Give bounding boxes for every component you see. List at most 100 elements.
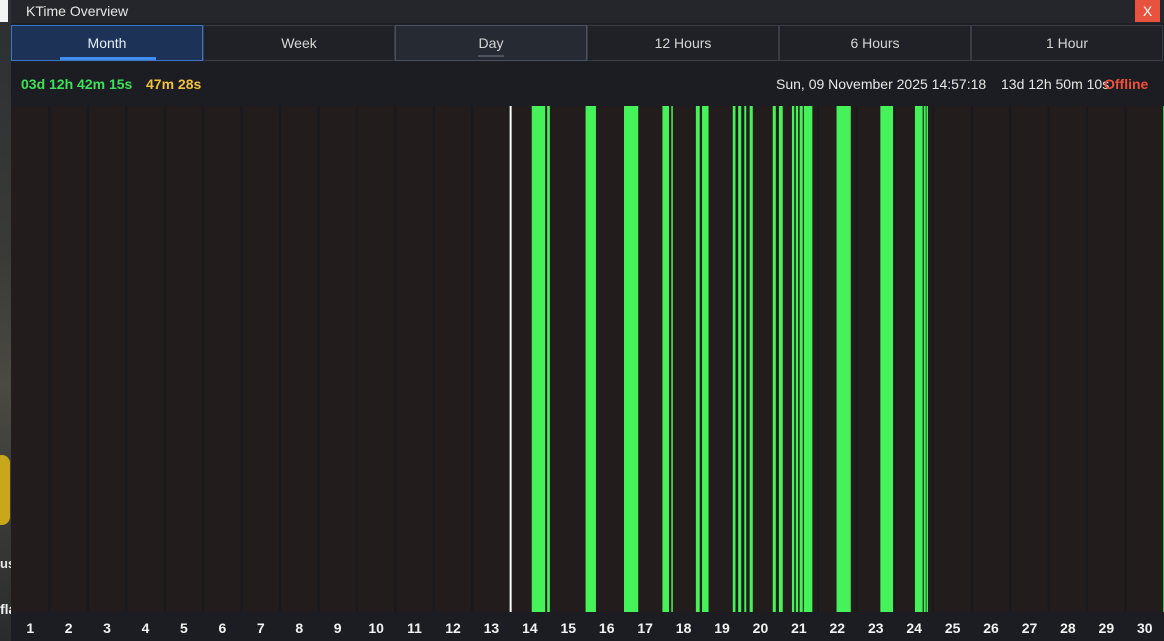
tab-label: Day xyxy=(478,35,504,51)
tab-month[interactable]: Month xyxy=(11,25,203,61)
day-separator xyxy=(86,106,89,612)
x-tick-label: 4 xyxy=(142,620,150,636)
activity-bar xyxy=(695,106,700,612)
background-marker xyxy=(0,0,8,22)
activity-bar xyxy=(914,106,923,612)
day-column xyxy=(433,106,473,612)
hover-indicator xyxy=(478,55,504,57)
tab-12-hours[interactable]: 12 Hours xyxy=(587,25,779,61)
title-bar[interactable]: KTime Overview X xyxy=(11,0,1164,23)
day-separator xyxy=(1086,106,1089,612)
day-column xyxy=(1125,106,1164,612)
idle-time: 47m 28s xyxy=(146,76,202,92)
day-separator xyxy=(240,106,243,612)
activity-bar xyxy=(662,106,669,612)
day-column xyxy=(241,106,281,612)
range-tabs: Month Week Day 12 Hours 6 Hours 1 Hour xyxy=(11,25,1164,61)
day-separator xyxy=(817,106,820,612)
current-day-marker xyxy=(509,106,512,612)
day-separator xyxy=(279,106,282,612)
x-tick-label: 3 xyxy=(103,620,111,636)
x-axis xyxy=(11,612,1164,641)
day-separator xyxy=(1047,106,1050,612)
day-separator xyxy=(970,106,973,612)
x-tick-label: 24 xyxy=(906,620,922,636)
day-separator xyxy=(432,106,435,612)
day-separator xyxy=(1009,106,1012,612)
x-tick-label: 5 xyxy=(180,620,188,636)
activity-bar xyxy=(531,106,546,612)
background-text: us xyxy=(0,556,11,571)
day-separator xyxy=(317,106,320,612)
x-tick-label: 25 xyxy=(945,620,961,636)
day-column xyxy=(318,106,357,612)
day-column xyxy=(11,106,50,612)
tab-week[interactable]: Week xyxy=(203,25,395,61)
tab-label: 12 Hours xyxy=(654,35,712,51)
x-tick-label: 29 xyxy=(1099,620,1115,636)
day-separator xyxy=(355,106,358,612)
activity-bar xyxy=(923,106,926,612)
tab-1-hour[interactable]: 1 Hour xyxy=(971,25,1163,61)
activity-bar xyxy=(744,106,747,612)
x-tick-label: 22 xyxy=(830,620,846,636)
day-column xyxy=(1087,106,1126,612)
tab-label: Month xyxy=(87,35,127,51)
activity-bar xyxy=(585,106,596,612)
background-text: fla xyxy=(0,601,11,617)
x-tick-label: 18 xyxy=(676,620,692,636)
x-tick-label: 9 xyxy=(334,620,342,636)
x-tick-label: 11 xyxy=(407,620,422,636)
day-column xyxy=(395,106,434,612)
day-column xyxy=(971,106,1011,612)
day-column xyxy=(933,106,972,612)
x-tick-label: 19 xyxy=(714,620,730,636)
activity-bar xyxy=(778,106,783,612)
day-separator xyxy=(932,106,935,612)
window-title: KTime Overview xyxy=(26,3,129,19)
day-separator xyxy=(394,106,397,612)
activity-bar xyxy=(803,106,813,612)
x-tick-label: 28 xyxy=(1060,620,1076,636)
activity-bar xyxy=(772,106,776,612)
activity-bar xyxy=(799,106,803,612)
x-tick-label: 20 xyxy=(753,620,769,636)
connection-status: Offline xyxy=(1104,76,1149,92)
activity-bar xyxy=(738,106,742,612)
current-datetime: Sun, 09 November 2025 14:57:18 xyxy=(776,76,987,92)
day-separator xyxy=(893,106,896,612)
x-tick-label: 13 xyxy=(484,620,500,636)
day-column xyxy=(164,106,204,612)
activity-bar xyxy=(926,106,928,612)
day-separator xyxy=(1124,106,1127,612)
x-tick-label: 7 xyxy=(257,620,265,636)
x-tick-label: 26 xyxy=(983,620,999,636)
tab-6-hours[interactable]: 6 Hours xyxy=(779,25,971,61)
day-column xyxy=(1048,106,1088,612)
x-tick-label: 6 xyxy=(218,620,226,636)
activity-bar xyxy=(880,106,894,612)
day-column xyxy=(280,106,319,612)
x-tick-label: 14 xyxy=(522,620,538,636)
activity-bar xyxy=(624,106,639,612)
online-time: 03d 12h 42m 15s xyxy=(21,76,133,92)
day-column xyxy=(1010,106,1049,612)
x-tick-label: 2 xyxy=(65,620,73,636)
day-column xyxy=(203,106,242,612)
activity-bar xyxy=(749,106,753,612)
day-separator xyxy=(471,106,474,612)
close-button[interactable]: X xyxy=(1135,0,1160,22)
background-shape xyxy=(0,455,10,525)
activity-bar xyxy=(732,106,736,612)
x-tick-label: 17 xyxy=(637,620,653,636)
status-bar: 03d 12h 42m 15s 47m 28s Sun, 09 November… xyxy=(11,62,1164,106)
x-tick-label: 27 xyxy=(1022,620,1038,636)
day-column xyxy=(549,106,588,612)
timeline-svg: 1 2 3 4 5 6 7 8 9 10 11 12 13 14 15 16 17 18 19 20 21 22 23 24 2… xyxy=(11,106,1164,641)
tab-day[interactable]: Day xyxy=(395,25,587,61)
tab-label: Week xyxy=(281,35,317,51)
activity-bar xyxy=(702,106,709,612)
tab-label: 1 Hour xyxy=(1045,35,1089,51)
x-tick-label: 21 xyxy=(791,620,807,636)
day-column xyxy=(49,106,88,612)
